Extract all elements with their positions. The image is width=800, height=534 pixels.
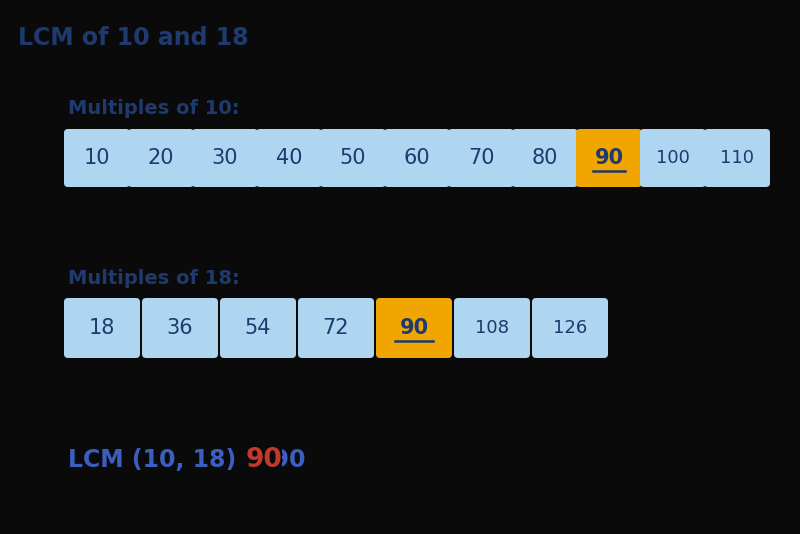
Text: 54: 54 bbox=[245, 318, 271, 338]
FancyBboxPatch shape bbox=[448, 129, 514, 187]
Text: 126: 126 bbox=[553, 319, 587, 337]
FancyBboxPatch shape bbox=[142, 298, 218, 358]
Text: 108: 108 bbox=[475, 319, 509, 337]
FancyBboxPatch shape bbox=[532, 298, 608, 358]
FancyBboxPatch shape bbox=[242, 446, 282, 474]
Text: Multiples of 10:: Multiples of 10: bbox=[68, 98, 239, 117]
Text: 60: 60 bbox=[404, 148, 430, 168]
FancyBboxPatch shape bbox=[128, 129, 194, 187]
Text: 30: 30 bbox=[212, 148, 238, 168]
FancyBboxPatch shape bbox=[220, 298, 296, 358]
FancyBboxPatch shape bbox=[64, 298, 140, 358]
FancyBboxPatch shape bbox=[384, 129, 450, 187]
Text: 70: 70 bbox=[468, 148, 494, 168]
FancyBboxPatch shape bbox=[640, 129, 706, 187]
Text: 40: 40 bbox=[276, 148, 302, 168]
FancyBboxPatch shape bbox=[704, 129, 770, 187]
Text: 110: 110 bbox=[720, 149, 754, 167]
FancyBboxPatch shape bbox=[376, 298, 452, 358]
Text: 72: 72 bbox=[322, 318, 350, 338]
Text: Multiples of 18:: Multiples of 18: bbox=[68, 269, 240, 287]
FancyBboxPatch shape bbox=[576, 129, 642, 187]
Text: 36: 36 bbox=[166, 318, 194, 338]
Text: 80: 80 bbox=[532, 148, 558, 168]
FancyBboxPatch shape bbox=[298, 298, 374, 358]
Text: 50: 50 bbox=[340, 148, 366, 168]
Text: 18: 18 bbox=[89, 318, 115, 338]
FancyBboxPatch shape bbox=[512, 129, 578, 187]
Text: 90: 90 bbox=[399, 318, 429, 338]
Text: 90: 90 bbox=[594, 148, 623, 168]
FancyBboxPatch shape bbox=[454, 298, 530, 358]
FancyBboxPatch shape bbox=[64, 129, 130, 187]
Text: 90: 90 bbox=[246, 447, 282, 473]
Text: 100: 100 bbox=[656, 149, 690, 167]
Text: 20: 20 bbox=[148, 148, 174, 168]
FancyBboxPatch shape bbox=[256, 129, 322, 187]
Text: LCM (10, 18) = 90: LCM (10, 18) = 90 bbox=[68, 448, 306, 472]
FancyBboxPatch shape bbox=[320, 129, 386, 187]
FancyBboxPatch shape bbox=[192, 129, 258, 187]
Text: LCM of 10 and 18: LCM of 10 and 18 bbox=[18, 26, 249, 50]
Text: 10: 10 bbox=[84, 148, 110, 168]
